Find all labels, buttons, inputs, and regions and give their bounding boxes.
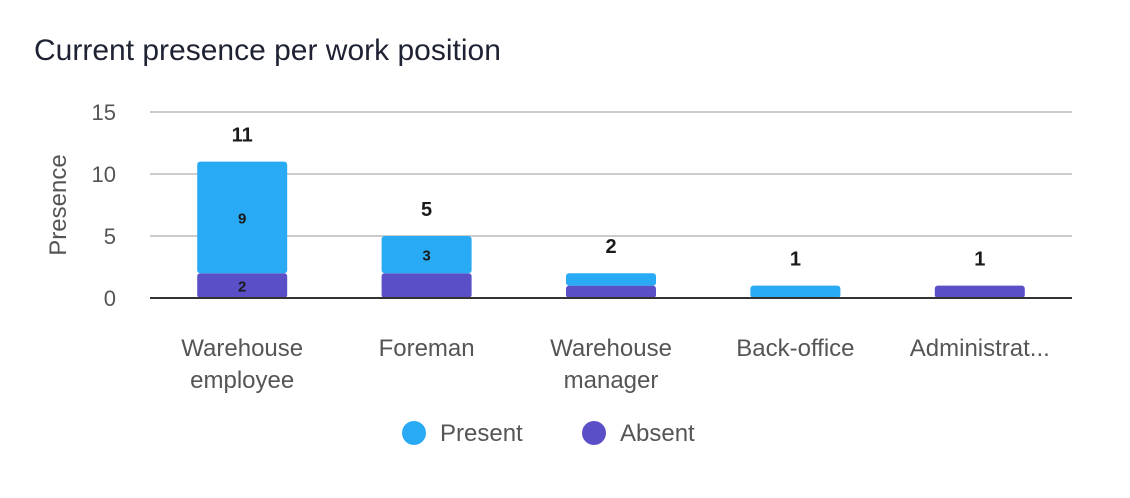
bar-absent	[934, 285, 1025, 298]
y-tick-label: 10	[92, 162, 116, 187]
bar-value-label: 9	[238, 210, 246, 227]
bar-absent	[197, 273, 288, 298]
x-tick-label: Administrat...	[910, 335, 1050, 362]
y-axis-label: Presence	[45, 154, 72, 255]
bar-present	[197, 161, 288, 274]
bar-value-label: 3	[422, 248, 430, 265]
y-tick-label: 5	[104, 224, 116, 249]
x-tick-label: Warehouse	[181, 335, 303, 362]
legend-label-present: Present	[440, 420, 523, 447]
bar-absent	[381, 273, 472, 298]
bar-total-label: 2	[605, 236, 616, 258]
x-tick-label: employee	[190, 367, 294, 394]
y-tick-label: 0	[104, 286, 116, 311]
bar-total-label: 1	[790, 249, 801, 271]
x-tick-label: manager	[564, 367, 659, 394]
x-tick-label: Warehouse	[550, 335, 672, 362]
y-tick-label: 15	[92, 100, 116, 125]
bar-value-label: 2	[238, 279, 246, 296]
bar-total-label: 1	[974, 249, 985, 271]
bar-total-label: 5	[421, 199, 432, 221]
bar-present	[381, 236, 472, 274]
bar-present	[750, 285, 841, 298]
bar-present	[566, 273, 656, 286]
bar-absent	[566, 285, 656, 298]
legend-swatch-present	[402, 421, 426, 445]
bar-total-label: 11	[232, 125, 253, 147]
legend-swatch-absent	[582, 421, 606, 445]
x-tick-label: Back-office	[736, 335, 854, 362]
chart-title: Current presence per work position	[34, 34, 501, 67]
legend-label-absent: Absent	[620, 420, 695, 447]
x-tick-label: Foreman	[379, 335, 475, 362]
